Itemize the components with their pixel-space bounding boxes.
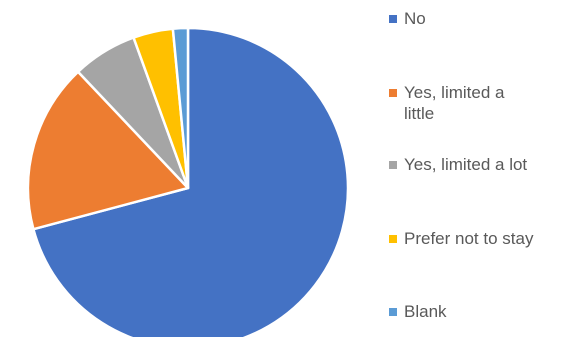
legend-item-yes-limited-a-lot: Yes, limited a lot xyxy=(389,154,585,175)
pie-slice-yes-limited-a-little xyxy=(26,70,190,231)
legend-swatch-no xyxy=(389,15,397,23)
legend-swatch-yes-limited-a-lot xyxy=(389,161,397,169)
legend-label-yes-limited-a-lot: Yes, limited a lot xyxy=(404,155,528,174)
chart-legend: No Yes, limited a little Yes, limited a … xyxy=(389,0,585,337)
legend-swatch-blank xyxy=(389,308,397,316)
legend-item-prefer-not-to-stay: Prefer not to stay xyxy=(389,228,585,249)
legend-label-yes-limited-a-little: Yes, limited a little xyxy=(404,83,505,123)
legend-item-yes-limited-a-little: Yes, limited a little xyxy=(389,82,585,124)
legend-label-prefer-not-to-stay: Prefer not to stay xyxy=(404,229,534,248)
legend-item-blank: Blank xyxy=(389,301,585,322)
legend-swatch-prefer-not-to-stay xyxy=(389,235,397,243)
legend-label-blank: Blank xyxy=(404,302,447,321)
legend-swatch-yes-limited-a-little xyxy=(389,89,397,97)
legend-label-no: No xyxy=(404,9,426,28)
pie-slice-blank xyxy=(171,26,190,190)
legend-item-no: No xyxy=(389,8,585,29)
pie-slice-no xyxy=(32,26,350,337)
